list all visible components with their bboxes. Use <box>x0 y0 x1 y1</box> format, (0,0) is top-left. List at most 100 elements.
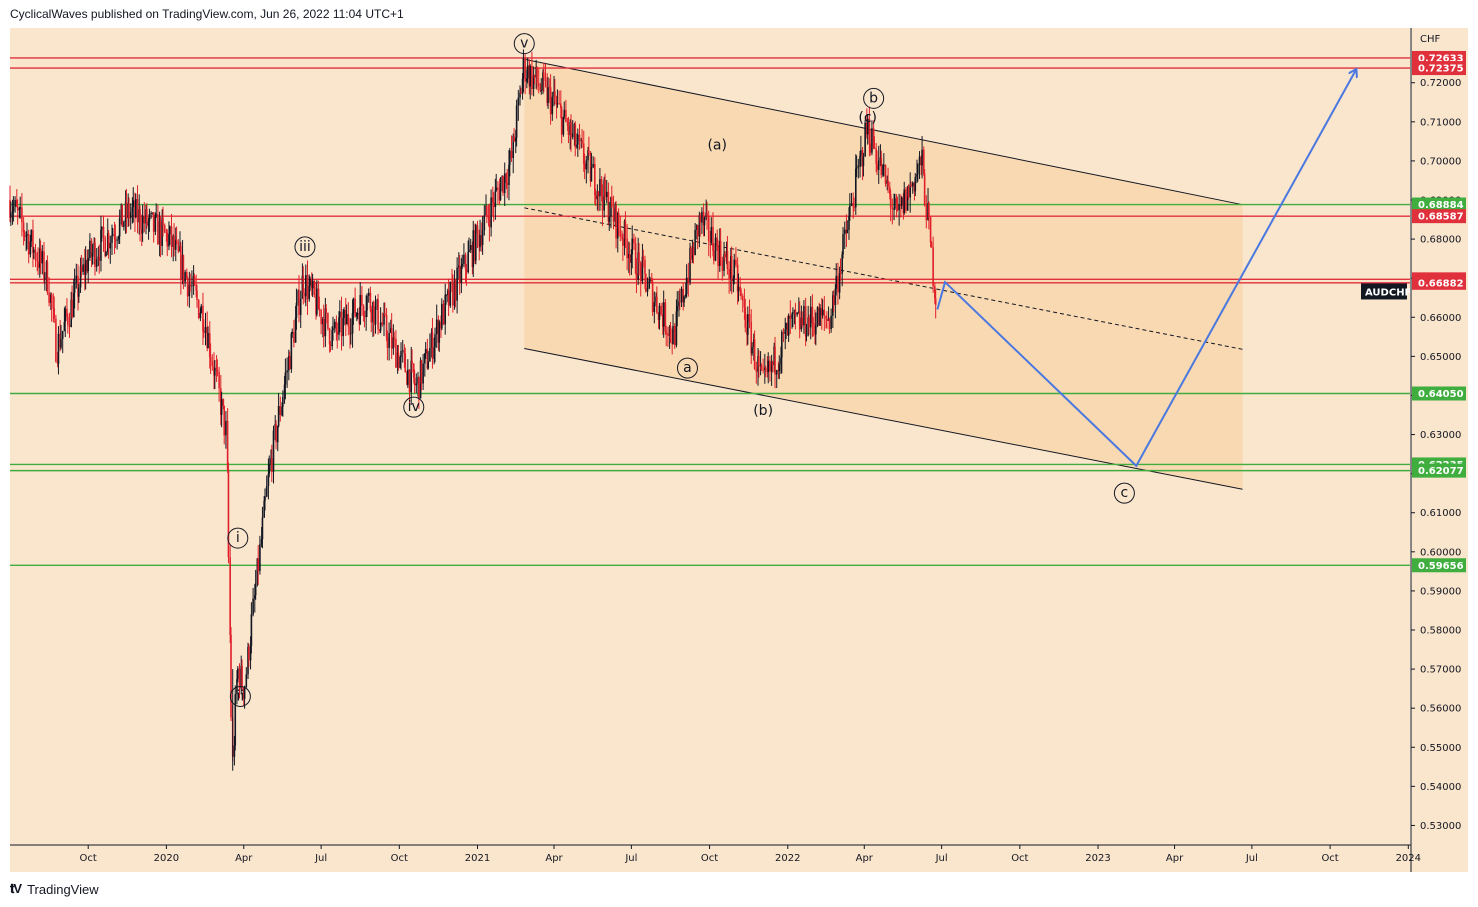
candle-body <box>490 197 492 228</box>
candle-body <box>281 406 283 415</box>
candle-body <box>562 116 565 135</box>
candle-body <box>433 347 435 359</box>
candle-body <box>887 180 889 188</box>
candle-body <box>925 205 928 221</box>
candle-body <box>514 137 517 142</box>
candle-body <box>830 315 832 330</box>
candle-body <box>249 645 252 661</box>
candle-body <box>639 262 642 282</box>
price-tick-label: 0.54000 <box>1420 782 1461 793</box>
candle-body <box>503 173 506 193</box>
candle-body <box>417 377 419 384</box>
candle-body <box>857 165 860 168</box>
candle-body <box>743 300 746 308</box>
candle-body <box>680 288 683 303</box>
candle-body <box>676 306 679 312</box>
candle-body <box>138 209 141 223</box>
candle-body <box>819 307 821 326</box>
time-tick-label: 2021 <box>465 853 490 864</box>
channel-group <box>524 58 1243 490</box>
candle-body <box>669 326 672 338</box>
candle-body <box>57 333 60 364</box>
candle-body <box>724 254 726 258</box>
time-tick-label: Apr <box>235 853 253 864</box>
candle-body <box>179 246 181 252</box>
candle-body <box>843 229 846 235</box>
candle-body <box>694 229 696 256</box>
candle-body <box>891 207 894 210</box>
candle-body <box>227 469 230 558</box>
candle-body <box>712 226 714 251</box>
candle-body <box>531 65 533 90</box>
candle-body <box>650 279 653 282</box>
candle-body <box>106 233 109 253</box>
candle-body <box>98 256 101 261</box>
candle-body <box>644 259 646 274</box>
candle-body <box>369 292 372 310</box>
candle-body <box>441 303 443 329</box>
footer-brand[interactable]: 𝐭V TradingView <box>10 881 99 897</box>
candle-body <box>719 241 722 261</box>
candle-body <box>570 121 572 138</box>
candle-body <box>124 202 127 222</box>
candle-body <box>879 157 882 161</box>
candle-body <box>112 234 114 236</box>
candle-body <box>84 259 87 275</box>
candle-body <box>216 370 219 372</box>
candle-body <box>325 308 328 313</box>
candle-body <box>84 264 86 275</box>
candle-body <box>580 140 583 142</box>
candle-body <box>315 294 317 315</box>
candle-body <box>45 261 48 279</box>
candle-body <box>905 189 907 211</box>
candle-body <box>229 557 231 635</box>
candle-body <box>651 281 654 313</box>
candle-body <box>808 317 810 328</box>
candle-body <box>916 174 918 177</box>
candle-body <box>248 647 250 661</box>
candle-body <box>723 254 725 271</box>
candle-body <box>351 313 354 334</box>
candle-body <box>698 215 701 237</box>
candle-body <box>816 307 819 326</box>
candle-body <box>832 295 835 306</box>
time-tick-label: Oct <box>80 853 97 864</box>
candle-body <box>445 295 447 297</box>
candle-body <box>418 377 420 399</box>
candle-body <box>43 251 45 279</box>
candle-body <box>293 331 295 343</box>
candle-body <box>706 212 708 216</box>
candle-body <box>900 197 903 206</box>
candle-body <box>420 360 423 384</box>
candle-body <box>34 249 37 261</box>
projection-path <box>936 69 1356 468</box>
candle-body <box>33 249 35 253</box>
candle-body <box>519 92 521 98</box>
price-tick-label: 0.60000 <box>1420 547 1461 558</box>
candle-body <box>22 222 25 233</box>
candle-body <box>621 236 623 238</box>
candle-body <box>850 203 853 206</box>
symbol-tag-label: AUDCHF <box>1365 287 1411 298</box>
candle-body <box>906 186 909 211</box>
candle-body <box>668 326 671 336</box>
candle-body <box>302 275 305 293</box>
candle-body <box>637 252 639 280</box>
candle-body <box>536 66 538 84</box>
candle-body <box>304 292 306 297</box>
candle-body <box>30 230 33 242</box>
candle-body <box>805 335 808 337</box>
candle-body <box>113 234 116 239</box>
candle-body <box>452 282 454 306</box>
candle-body <box>234 694 237 746</box>
candle-body <box>383 313 385 325</box>
candle-body <box>345 314 348 325</box>
candle-body <box>751 347 753 354</box>
candle-body <box>730 256 733 282</box>
level-tag-bg <box>1412 463 1466 478</box>
wave-circle <box>513 33 535 55</box>
candle-body <box>343 309 345 318</box>
candle-body <box>411 360 413 364</box>
candle-body <box>876 164 878 170</box>
